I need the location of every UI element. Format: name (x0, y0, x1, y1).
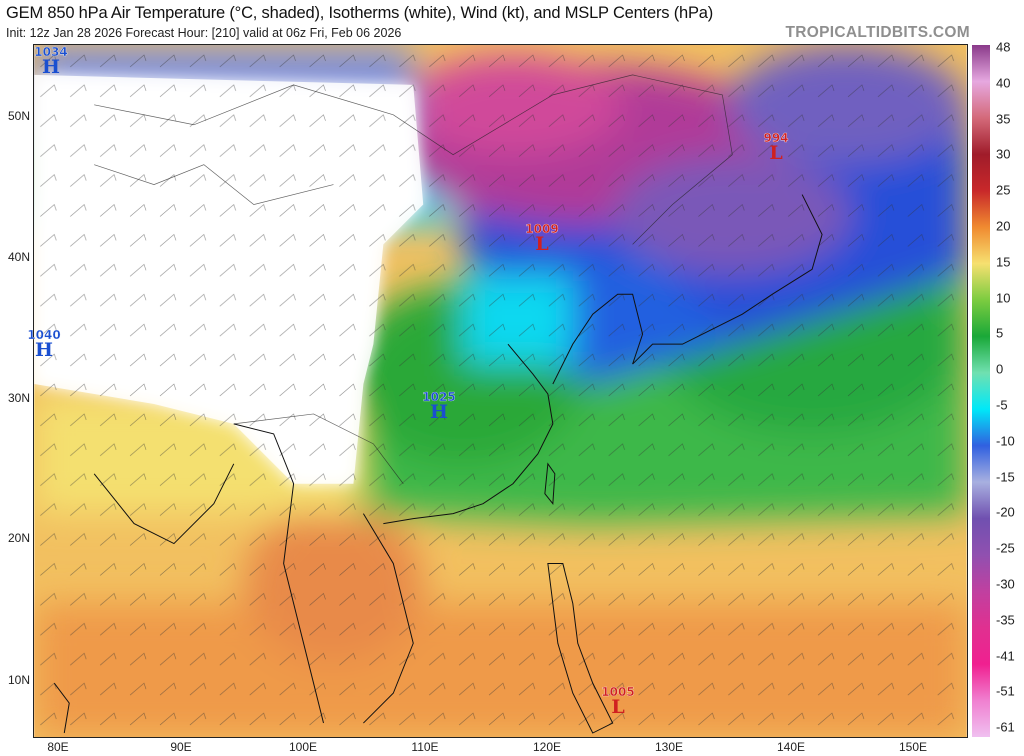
colorbar-label: 48 (996, 39, 1011, 55)
colorbar-label: 40 (996, 75, 1011, 91)
temperature-map (33, 44, 968, 738)
map-subtitle: Init: 12z Jan 28 2026 Forecast Hour: [21… (6, 26, 402, 40)
lon-label-100e: 100E (288, 740, 318, 754)
colorbar-label: -41 (996, 648, 1015, 664)
lon-label-130e: 130E (654, 740, 684, 754)
map-title: GEM 850 hPa Air Temperature (°C, shaded)… (6, 4, 714, 22)
lat-label-30n: 30N (7, 391, 30, 405)
lat-label-40n: 40N (7, 250, 30, 264)
colorbar-label: -25 (996, 540, 1015, 556)
colorbar-label: 10 (996, 290, 1011, 306)
high-pressure-center: 1034 H (34, 45, 68, 78)
lat-label-50n: 50N (7, 109, 30, 123)
colorbar-label: -51 (996, 683, 1015, 699)
colorbar-label: -61 (996, 719, 1015, 735)
high-pressure-center: 1040 H (27, 328, 61, 361)
lon-label-80e: 80E (47, 740, 69, 754)
borders (94, 74, 733, 484)
temperature-field (34, 45, 967, 737)
low-pressure-center: 994 L (763, 131, 789, 164)
lon-label-110e: 110E (411, 740, 439, 754)
colorbar-label: -10 (996, 433, 1015, 449)
wind-barbs (34, 45, 967, 737)
lat-label-10n: 10N (7, 673, 30, 687)
lon-label-120e: 120E (532, 740, 562, 754)
lon-label-90e: 90E (170, 740, 192, 754)
colorbar (972, 45, 990, 737)
colorbar-label: -30 (996, 576, 1015, 592)
colorbar-label: 35 (996, 111, 1011, 127)
colorbar-label: 20 (996, 218, 1011, 234)
coastlines (53, 194, 823, 734)
colorbar-label: 25 (996, 182, 1011, 198)
low-pressure-center: 1009 L (525, 222, 559, 255)
lon-label-140e: 140E (776, 740, 806, 754)
lat-label-20n: 20N (7, 531, 30, 545)
colorbar-label: 5 (996, 325, 1004, 341)
colorbar-label: -35 (996, 612, 1015, 628)
colorbar-label: -15 (996, 469, 1015, 485)
colorbar-label: 30 (996, 146, 1011, 162)
low-pressure-center: 1005 L (601, 685, 635, 718)
lon-label-150e: 150E (898, 740, 928, 754)
colorbar-label: 15 (996, 254, 1011, 270)
watermark: TROPICALTIDBITS.COM (785, 24, 970, 41)
colorbar-label: -20 (996, 504, 1015, 520)
colorbar-label: 0 (996, 361, 1004, 377)
high-pressure-center: 1025 H (422, 390, 456, 423)
colorbar-label: -5 (996, 397, 1008, 413)
